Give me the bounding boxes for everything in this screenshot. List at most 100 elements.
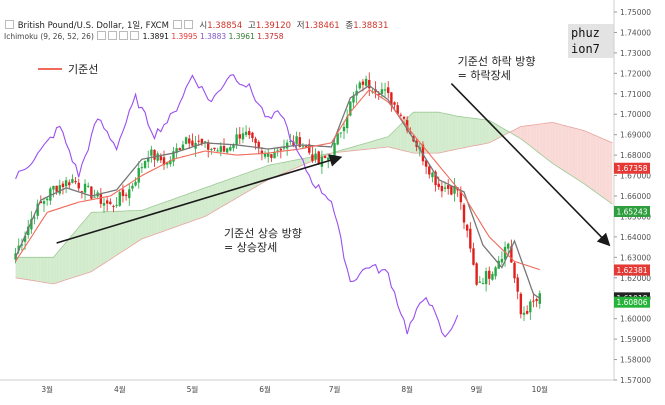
candle-body	[36, 203, 39, 216]
candle-body	[169, 160, 172, 165]
close-icon[interactable]	[119, 31, 129, 40]
candle-body	[33, 217, 36, 219]
kumo-cloud-segment	[593, 134, 597, 193]
kumo-cloud-segment	[214, 183, 218, 211]
kumo-cloud-segment	[179, 195, 183, 226]
candle-body	[235, 134, 238, 146]
candle-body	[115, 204, 118, 206]
kumo-cloud-segment	[141, 209, 146, 239]
candle-body	[150, 149, 153, 156]
candle-body	[254, 138, 257, 144]
kumo-cloud-segment	[157, 203, 161, 234]
kumo-cloud-segment	[584, 130, 588, 187]
price-label: 1.60806	[616, 298, 647, 307]
settings-icon[interactable]	[172, 20, 182, 29]
y-tick-label: 1.71000	[620, 90, 651, 99]
candle-body	[200, 138, 204, 144]
kumo-cloud-segment	[246, 172, 250, 193]
candle-body	[64, 180, 68, 187]
close-icon[interactable]	[183, 20, 193, 29]
kumo-cloud-segment	[113, 211, 117, 258]
kumo-cloud-segment	[252, 169, 256, 189]
kumo-cloud-segment	[571, 127, 575, 178]
candle-body	[336, 133, 339, 145]
settings-icon[interactable]	[108, 31, 118, 40]
candle-body	[52, 185, 55, 190]
candle-body	[42, 201, 46, 204]
candle-body	[20, 244, 24, 246]
kumo-cloud-segment	[546, 122, 550, 161]
kumo-cloud-segment	[145, 208, 149, 238]
kumo-cloud-segment	[94, 212, 98, 270]
eye-icon[interactable]	[97, 31, 107, 40]
kumo-cloud-segment	[271, 164, 275, 179]
ohlc-high-label: 고	[248, 21, 256, 31]
candle-body	[251, 132, 254, 139]
candle-body	[352, 95, 355, 103]
candle-body	[244, 131, 248, 135]
candle-body	[402, 116, 406, 119]
candle-body	[165, 162, 169, 165]
kumo-cloud-segment	[151, 205, 155, 236]
downtrend-arrow	[450, 82, 611, 247]
kumo-cloud-segment	[53, 253, 57, 284]
candle-body	[197, 140, 200, 142]
kumo-cloud-segment	[388, 133, 392, 148]
candle-body	[282, 147, 286, 149]
candle-body	[298, 137, 301, 147]
candle-body	[93, 196, 96, 198]
tenkan-sen-line	[15, 84, 541, 299]
y-tick-label: 1.62000	[620, 274, 651, 283]
kumo-cloud-segment	[448, 114, 452, 152]
kumo-cloud-segment	[429, 112, 433, 154]
candle-body	[339, 132, 343, 134]
candle-body	[317, 151, 320, 164]
candle-body	[361, 81, 365, 85]
price-label-box	[614, 296, 650, 308]
candle-body	[507, 243, 510, 249]
kumo-cloud-segment	[470, 117, 474, 147]
chikou-span-line	[15, 74, 459, 338]
kumo-cloud-segment	[173, 197, 177, 228]
kumo-cloud-segment	[486, 119, 490, 144]
indicator-value: 1.3891	[142, 32, 169, 41]
candle-body	[304, 146, 308, 148]
price-label-box	[614, 205, 650, 217]
kumo-cloud-segment	[21, 257, 26, 280]
more-icon[interactable]	[130, 31, 140, 40]
kumo-cloud-segment	[596, 136, 600, 196]
y-tick-label: 1.69000	[620, 131, 651, 140]
kumo-cloud-segment	[249, 170, 253, 191]
kumo-cloud-segment	[277, 162, 281, 176]
candle-body	[465, 224, 469, 231]
kumo-cloud-segment	[290, 160, 294, 171]
y-tick-label: 1.59000	[620, 335, 651, 344]
annotation-text: = 하락장세	[458, 68, 511, 82]
kumo-cloud-segment	[217, 182, 221, 210]
y-tick-label: 1.60000	[620, 315, 651, 324]
candle-body	[428, 166, 431, 175]
candle-body	[99, 194, 103, 204]
candle-body	[232, 144, 235, 149]
candle-body	[45, 198, 49, 201]
candle-body	[443, 187, 447, 189]
uptrend-arrow	[56, 154, 343, 244]
kumo-cloud-segment	[530, 124, 534, 149]
kumo-cloud-segment	[50, 257, 54, 284]
kumo-cloud-segment	[432, 112, 436, 154]
y-tick-label: 1.72000	[620, 69, 651, 78]
y-tick-label: 1.68000	[620, 151, 651, 160]
candle-body	[121, 189, 125, 196]
kumo-cloud-segment	[119, 211, 123, 254]
collapse-icon[interactable]	[5, 20, 14, 29]
candle-body	[71, 178, 74, 183]
kumo-cloud-segment	[265, 165, 269, 182]
candle-body	[260, 150, 264, 155]
kumo-cloud-segment	[454, 115, 458, 150]
candle-body	[295, 136, 298, 144]
candle-body	[475, 263, 478, 285]
candle-body	[380, 89, 384, 94]
candle-body	[118, 192, 121, 206]
kumo-cloud-segment	[201, 187, 206, 218]
